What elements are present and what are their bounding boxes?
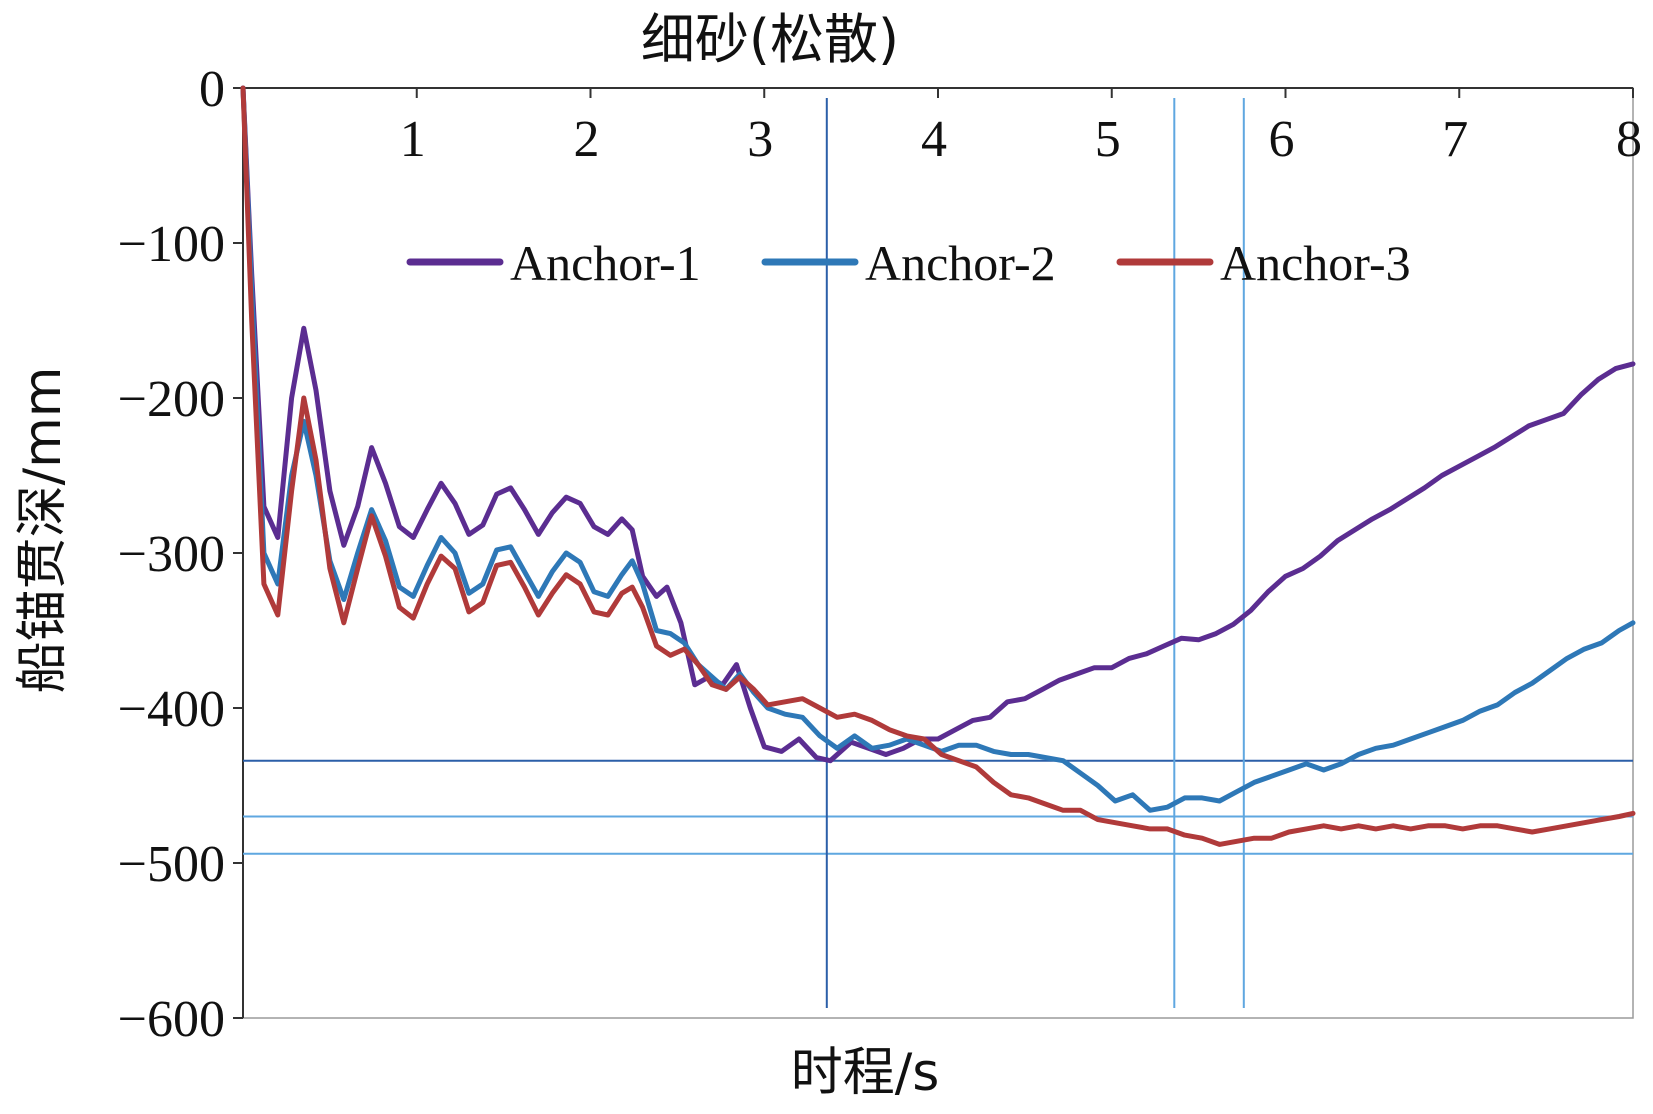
x-tick-label: 4 xyxy=(921,111,947,168)
x-axis-label: 时程/s xyxy=(791,1043,940,1103)
series-line-anchor-2 xyxy=(240,85,1636,813)
x-tick-label: 3 xyxy=(747,111,773,168)
legend-label-2: Anchor-2 xyxy=(865,235,1056,291)
y-tick-label: −100 xyxy=(118,216,225,273)
x-tick-label: 5 xyxy=(1095,111,1121,168)
x-tick-label: 1 xyxy=(400,111,426,168)
chart-title: 细砂(松散) xyxy=(641,8,899,71)
legend-label-1: Anchor-1 xyxy=(510,235,701,291)
y-tick-label: −400 xyxy=(118,681,225,738)
legend-label-3: Anchor-3 xyxy=(1220,235,1411,291)
y-tick-label: −500 xyxy=(118,836,225,893)
series-line-anchor-1 xyxy=(240,85,1636,764)
y-tick-label: −300 xyxy=(118,526,225,583)
plot-frame xyxy=(242,87,1634,1019)
y-tick-label: −600 xyxy=(118,991,225,1048)
x-tick-label: 6 xyxy=(1269,111,1295,168)
y-tick-label: 0 xyxy=(199,61,225,118)
x-tick-label: 7 xyxy=(1442,111,1468,168)
x-tick-label: 8 xyxy=(1616,111,1642,168)
x-tick-label: 2 xyxy=(574,111,600,168)
y-axis-label: 船锚贯深/mm xyxy=(13,367,73,694)
plot-area: 0 −100 −200 −300 −400 −500 −600 1 2 3 4 5 6 7 8 Anchor-… xyxy=(118,61,1642,1048)
y-tick-label: −200 xyxy=(118,371,225,428)
series-line-anchor-3 xyxy=(240,85,1636,847)
